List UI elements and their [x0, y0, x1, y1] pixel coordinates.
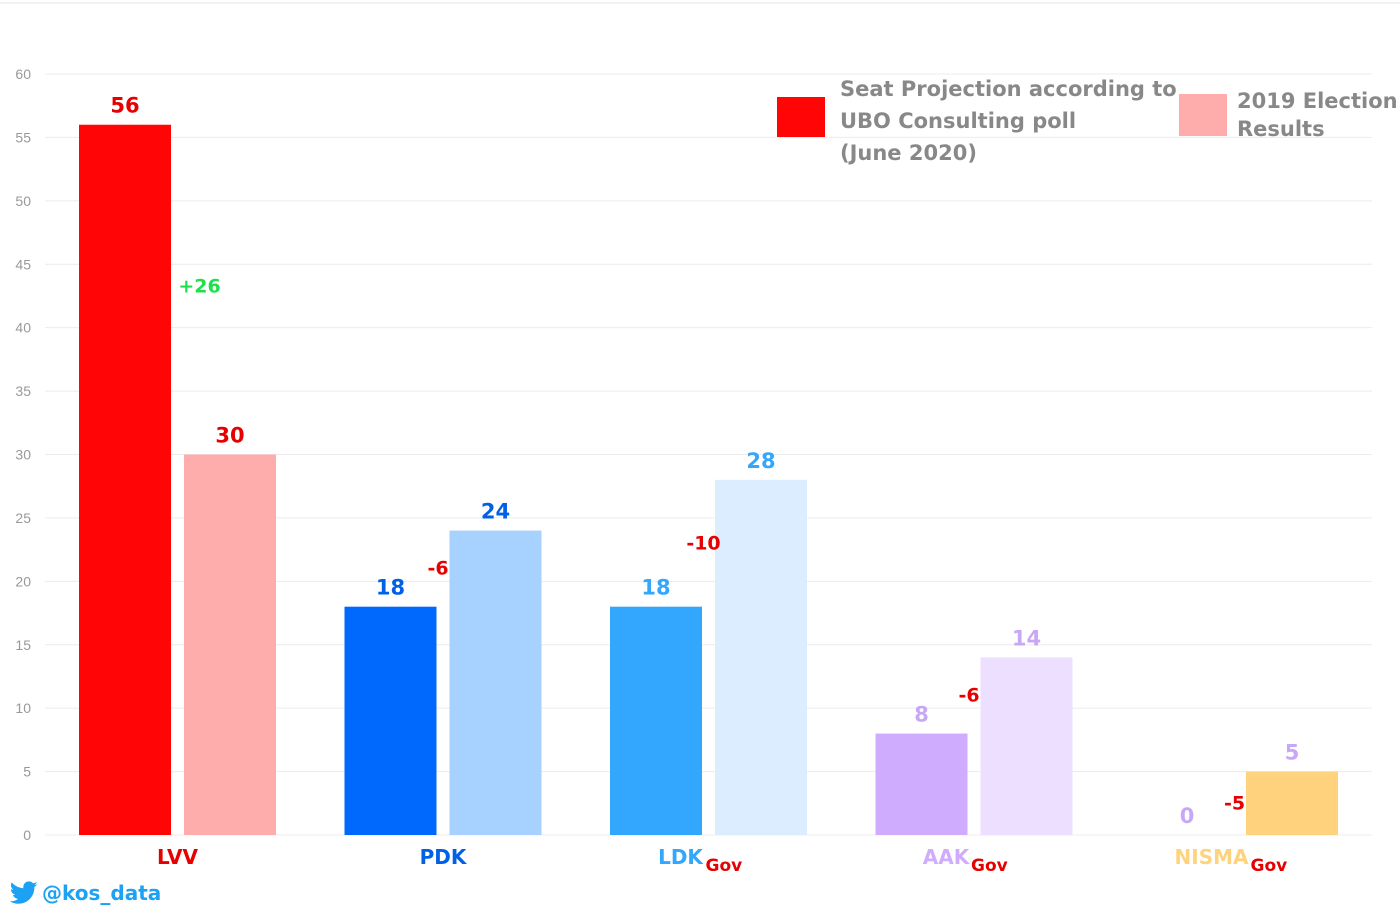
- gov-label: Gov: [706, 856, 743, 876]
- y-tick-label: 40: [15, 320, 31, 336]
- y-tick-label: 25: [15, 510, 31, 526]
- difference-label: -10: [686, 532, 720, 554]
- y-tick-label: 45: [15, 256, 31, 272]
- data-label: 18: [376, 576, 405, 600]
- data-label: 56: [110, 94, 139, 118]
- bar: [1246, 771, 1338, 835]
- data-label: 0: [1180, 804, 1195, 828]
- y-tick-label: 10: [15, 700, 31, 716]
- y-tick-label: 20: [15, 573, 31, 589]
- data-label: 14: [1012, 626, 1041, 650]
- legend-swatch: [777, 97, 825, 137]
- legend-label: UBO Consulting poll: [840, 109, 1076, 133]
- data-label: 28: [746, 449, 775, 473]
- data-label: 18: [641, 576, 670, 600]
- category-label: PDK: [420, 845, 468, 869]
- gov-label: Gov: [1251, 856, 1288, 876]
- gov-label: Gov: [971, 856, 1008, 876]
- credit: @kos_data: [10, 878, 161, 908]
- bar: [875, 733, 968, 835]
- bar: [79, 124, 171, 835]
- y-tick-label: 55: [15, 129, 31, 145]
- bar: [184, 454, 276, 835]
- category-label: NISMA: [1175, 845, 1249, 869]
- bar: [449, 530, 542, 835]
- difference-label: +26: [178, 276, 220, 298]
- y-tick-label: 5: [23, 764, 31, 780]
- y-tick-label: 30: [15, 447, 31, 463]
- bar: [715, 479, 807, 835]
- y-tick-label: 15: [15, 637, 31, 653]
- difference-label: -6: [958, 684, 979, 706]
- y-tick-label: 60: [15, 66, 31, 82]
- category-label: AAK: [923, 845, 971, 869]
- twitter-bird-icon: [10, 881, 38, 904]
- legend-label: Results: [1237, 117, 1325, 141]
- category-label: LDK: [658, 845, 704, 869]
- legend-label: Seat Projection according to: [840, 77, 1177, 101]
- data-label: 24: [481, 500, 510, 524]
- data-label: 30: [215, 424, 244, 448]
- bar: [610, 606, 702, 835]
- data-label: 5: [1285, 741, 1300, 765]
- difference-label: -6: [427, 558, 448, 580]
- credit-handle: @kos_data: [42, 881, 162, 905]
- y-tick-label: 0: [23, 827, 31, 843]
- y-tick-label: 35: [15, 383, 31, 399]
- y-tick-label: 50: [15, 193, 31, 209]
- category-label: LVV: [157, 845, 198, 869]
- data-label: 8: [914, 703, 929, 727]
- bar: [980, 657, 1073, 835]
- legend-label: 2019 Election: [1237, 89, 1398, 113]
- legend-label: (June 2020): [840, 141, 977, 165]
- legend-swatch: [1179, 94, 1227, 136]
- difference-label: -5: [1224, 792, 1245, 814]
- bar: [344, 606, 437, 835]
